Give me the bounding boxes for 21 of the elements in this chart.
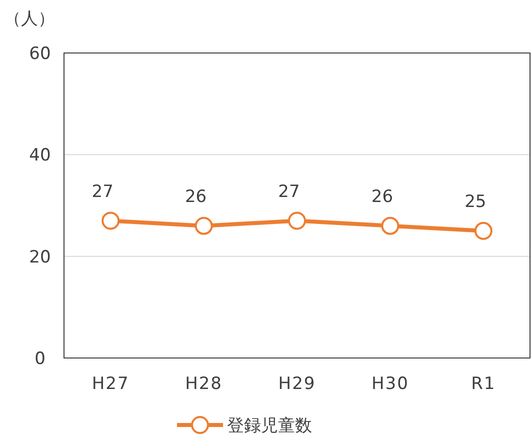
data-label: 25 [464, 192, 486, 212]
x-tick-label: H28 [185, 374, 223, 394]
x-tick-label: R1 [471, 374, 496, 394]
y-tick-label: 20 [29, 247, 51, 268]
x-tick-label: H29 [278, 374, 316, 394]
point [381, 216, 400, 235]
y-tick-label: 0 [34, 349, 46, 369]
point [102, 212, 120, 230]
x-tick-label: H27 [92, 374, 130, 394]
data-label: 26 [184, 186, 207, 207]
y-axis-title: （人） [4, 9, 55, 29]
point [194, 216, 213, 235]
data-label: 27 [278, 182, 300, 202]
point [474, 222, 492, 240]
y-tick-label: 60 [29, 44, 51, 64]
data-label: 26 [371, 186, 394, 207]
y-tick-label: 40 [29, 146, 51, 166]
point [288, 212, 306, 230]
legend-label: 登録児童数 [227, 416, 312, 436]
data-label: 27 [92, 182, 114, 202]
x-tick-label: H30 [371, 374, 409, 394]
